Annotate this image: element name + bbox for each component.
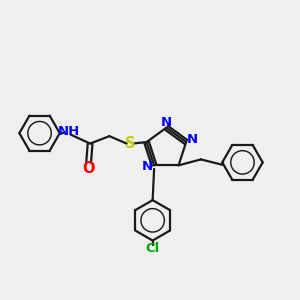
Text: Cl: Cl	[146, 242, 160, 255]
Text: O: O	[82, 161, 95, 176]
Text: N: N	[161, 116, 172, 129]
Text: N: N	[142, 160, 153, 173]
Text: N: N	[187, 133, 198, 146]
Text: NH: NH	[58, 125, 80, 138]
Text: S: S	[125, 136, 136, 151]
